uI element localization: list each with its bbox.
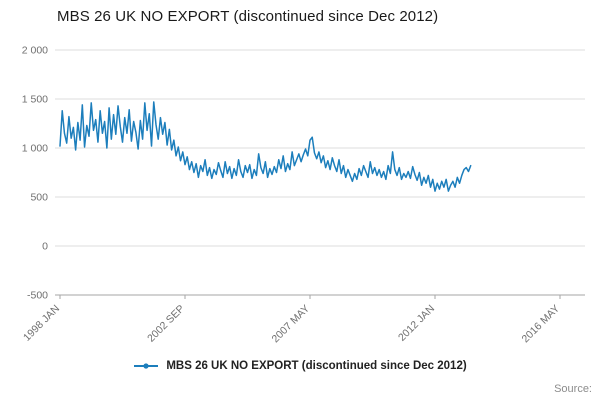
x-tick-label: 1998 JAN <box>21 303 62 344</box>
chart-plot: 2 000 1 500 1 000 500 0 -500 1998 JAN 2002 SEP… <box>21 45 585 346</box>
y-tick-label: 500 <box>30 192 48 204</box>
y-axis-labels: 2 000 1 500 1 000 500 0 -500 <box>22 45 48 302</box>
x-tick-label: 2007 MAY <box>270 303 313 346</box>
source-label: Source: <box>554 383 592 395</box>
x-axis-labels: 1998 JAN 2002 SEP 2007 MAY 2012 JAN 2016 MAY <box>21 303 562 346</box>
legend-line-marker-icon <box>134 363 159 369</box>
gridlines-group <box>55 49 585 247</box>
x-tick-label: 2016 MAY <box>520 303 563 346</box>
x-tick-label: 2012 JAN <box>396 303 437 344</box>
y-tick-label: 1 500 <box>22 94 48 106</box>
x-axis <box>55 294 585 299</box>
y-tick-label: 1 000 <box>22 143 48 155</box>
y-tick-label: 2 000 <box>22 45 48 57</box>
legend-label: MBS 26 UK NO EXPORT (discontinued since … <box>166 360 467 372</box>
legend: MBS 26 UK NO EXPORT (discontinued since … <box>0 360 600 372</box>
y-tick-label: 0 <box>42 241 48 253</box>
x-tick-label: 2002 SEP <box>145 303 187 345</box>
y-tick-label: -500 <box>27 290 48 302</box>
chart-title: MBS 26 UK NO EXPORT (discontinued since … <box>57 8 439 25</box>
series-line <box>59 101 472 192</box>
